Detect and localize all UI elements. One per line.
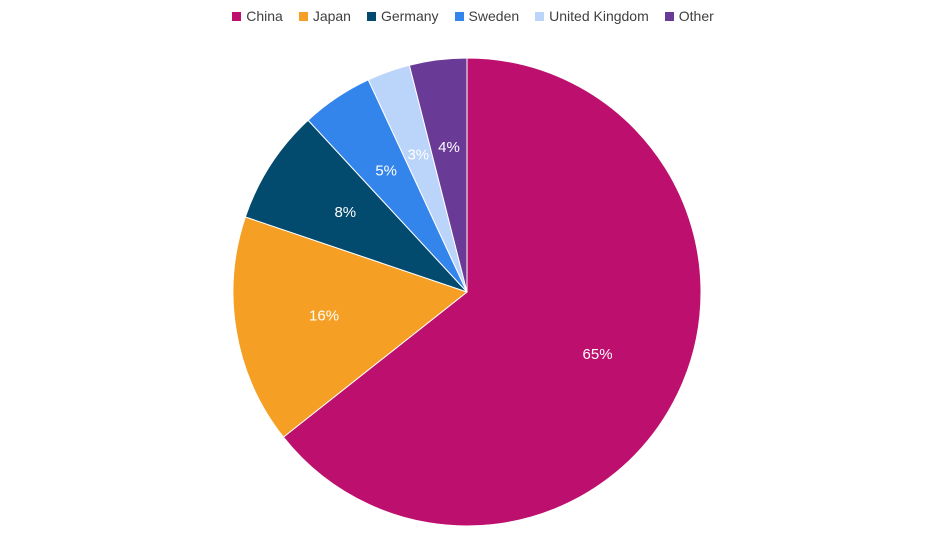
data-label: 5% (375, 162, 397, 179)
pie-slice-germany (244, 119, 468, 293)
legend-swatch (298, 11, 308, 21)
legend-item: Japan (298, 8, 351, 24)
pie-slice-japan (232, 216, 469, 438)
data-label: 3% (407, 146, 429, 163)
legend-label: Japan (312, 8, 351, 24)
legend-swatch (454, 11, 464, 21)
legend-label: United Kingdom (549, 8, 649, 24)
pie-slice-china (282, 57, 702, 527)
legend-item: Other (664, 8, 714, 24)
legend-item: Sweden (454, 8, 520, 24)
legend-label: Sweden (468, 8, 520, 24)
data-label: 16% (309, 308, 339, 325)
legend-swatch (535, 11, 545, 21)
legend-item: China (232, 8, 283, 24)
data-label: 8% (334, 204, 356, 221)
pie-slice-other (408, 57, 468, 293)
legend-swatch (232, 11, 242, 21)
legend-item: United Kingdom (535, 8, 649, 24)
data-label: 4% (438, 139, 460, 156)
chart-legend: China Japan Germany Sweden United Kingdom Oth… (0, 8, 946, 24)
legend-swatch (366, 11, 376, 21)
legend-label: China (246, 8, 283, 24)
legend-label: Other (678, 8, 714, 24)
legend-swatch (664, 11, 674, 21)
data-label: 65% (583, 346, 613, 363)
legend-label: Germany (380, 8, 439, 24)
legend-item: Germany (366, 8, 439, 24)
